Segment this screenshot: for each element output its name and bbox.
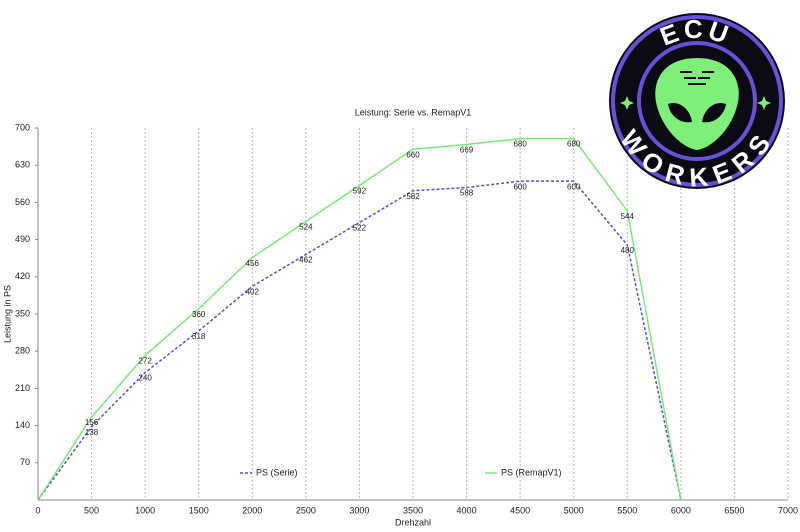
sparkle	[757, 96, 771, 110]
data-label: 456	[246, 259, 260, 268]
y-tick-label: 700	[15, 122, 30, 132]
x-tick-label: 6500	[724, 505, 744, 515]
data-label: 660	[406, 150, 420, 159]
x-tick-label: 4000	[457, 505, 477, 515]
data-label: 524	[299, 223, 313, 232]
x-tick-label: 500	[84, 505, 99, 515]
y-tick-label: 490	[15, 234, 30, 244]
x-tick-label: 3000	[349, 505, 369, 515]
x-tick-label: 5000	[564, 505, 584, 515]
y-tick-label: 280	[15, 346, 30, 356]
y-tick-label: 140	[15, 420, 30, 430]
x-tick-label: 2500	[296, 505, 316, 515]
data-label: 480	[621, 246, 635, 255]
data-label: 600	[567, 182, 581, 191]
logo-ring	[611, 15, 783, 187]
alien-head	[655, 58, 739, 150]
series-line	[37, 180, 682, 501]
x-tick-label: 3500	[403, 505, 423, 515]
data-label: 402	[246, 287, 260, 296]
chart-title: Leistung: Serie vs. RemapV1	[355, 107, 472, 117]
data-label: 600	[513, 182, 527, 191]
data-label: 680	[567, 140, 581, 149]
data-label: 522	[353, 224, 367, 233]
x-tick-label: 0	[35, 505, 40, 515]
legend-label: PS (RemapV1)	[501, 467, 562, 477]
data-label: 592	[353, 187, 367, 196]
x-tick-label: 2000	[242, 505, 262, 515]
x-tick-label: 5500	[617, 505, 637, 515]
data-label: 138	[85, 428, 99, 437]
x-tick-label: 4500	[510, 505, 530, 515]
alien-circuit	[680, 71, 714, 85]
data-label: 680	[513, 140, 527, 149]
data-label: 240	[138, 374, 152, 383]
data-label: 588	[460, 189, 474, 198]
x-tick-label: 1500	[189, 505, 209, 515]
x-tick-label: 1000	[135, 505, 155, 515]
y-tick-label: 560	[15, 197, 30, 207]
logo: ECU WORKERS	[609, 13, 785, 192]
data-label: 544	[621, 212, 635, 221]
y-axis-label: Leistung in PS	[2, 285, 12, 343]
y-tick-label: 420	[15, 271, 30, 281]
data-label: 360	[192, 310, 206, 319]
y-tick-label: 70	[20, 457, 30, 467]
sparkle	[620, 96, 634, 110]
data-label: 272	[138, 357, 152, 366]
data-label: 669	[460, 146, 474, 155]
data-label: 582	[406, 192, 420, 201]
data-label: 156	[85, 418, 99, 427]
series-line	[37, 137, 682, 501]
alien-eye	[702, 102, 726, 123]
x-axis-label: Drehzahl	[395, 517, 431, 527]
data-label: 462	[299, 256, 313, 265]
alien-eye	[668, 102, 692, 123]
y-tick-label: 630	[15, 160, 30, 170]
legend-label: PS (Serie)	[256, 467, 298, 477]
logo-ring	[637, 41, 757, 161]
x-tick-label: 6000	[671, 505, 691, 515]
y-tick-label: 210	[15, 383, 30, 393]
y-tick-label: 350	[15, 308, 30, 318]
plot-area: 0 500 1000 1500 2000 2500 3000 3500 4000 4500 5000…	[15, 122, 798, 515]
x-tick-label: 7000	[778, 505, 798, 515]
data-label: 318	[192, 332, 206, 341]
